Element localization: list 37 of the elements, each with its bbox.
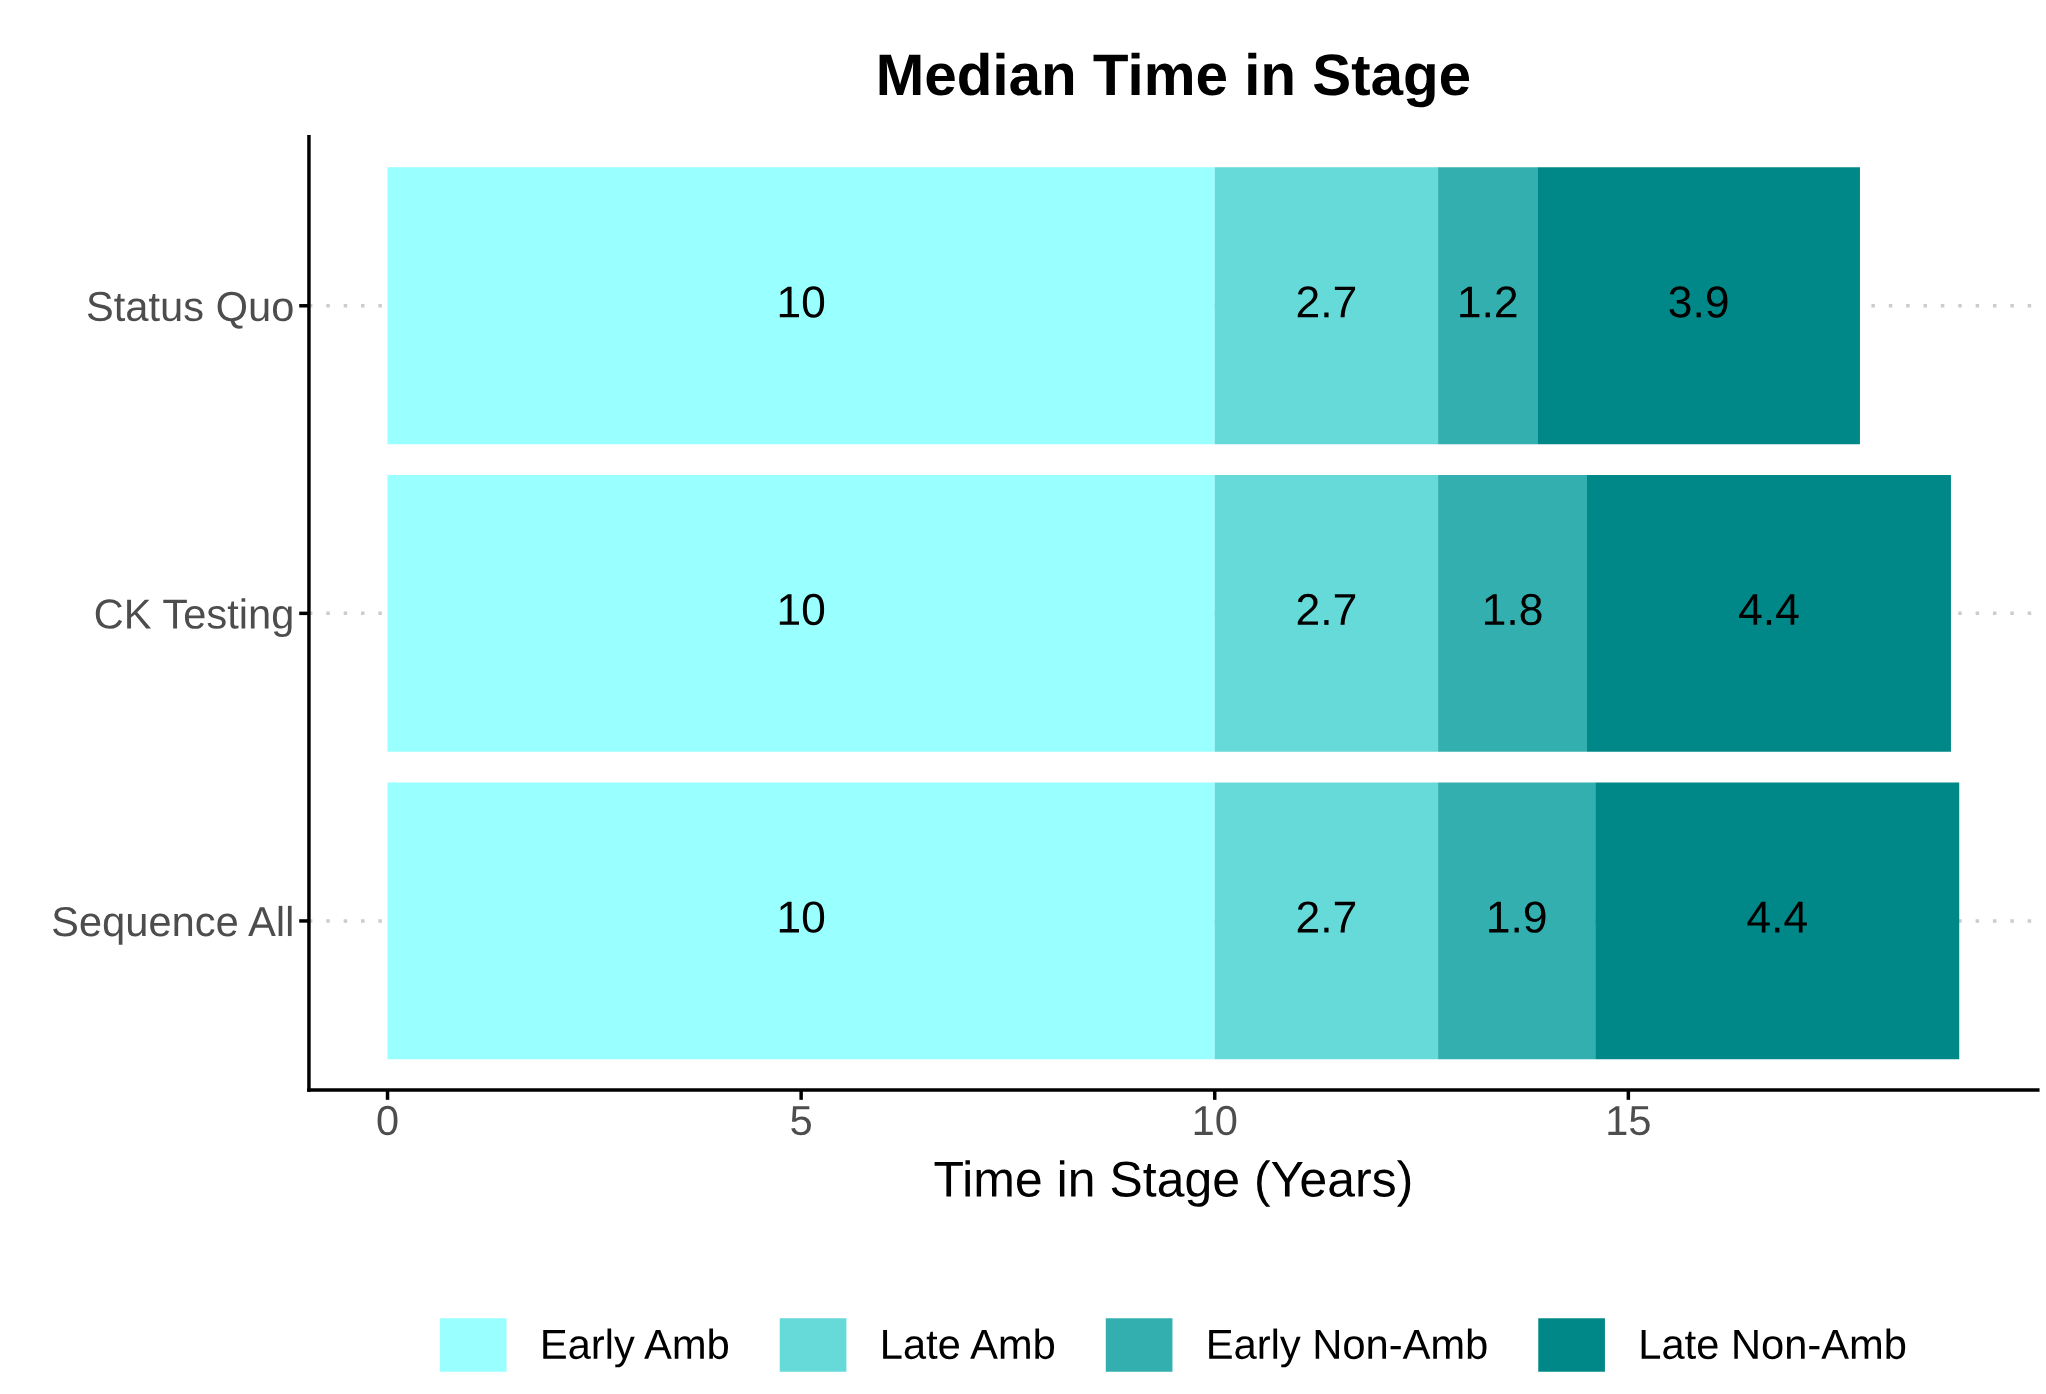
data-label: 2.7 <box>1297 286 1356 318</box>
y-tick-label: Sequence All <box>53 905 292 945</box>
bar <box>1214 167 1439 445</box>
legend-label: Early Non-Amb <box>1209 1328 1487 1368</box>
x-tick-label: 15 <box>1608 1106 1650 1136</box>
data-label: 1.8 <box>1485 593 1542 626</box>
data-label: 10 <box>779 901 825 933</box>
bar <box>1438 474 1587 752</box>
bar <box>1214 474 1439 752</box>
data-label: 4.4 <box>1747 901 1807 933</box>
bar <box>387 167 1215 445</box>
legend-label: Late Non-Amb <box>1641 1328 1906 1360</box>
bar <box>1214 782 1439 1060</box>
data-label: 10 <box>779 593 825 626</box>
data-label: 3.9 <box>1669 286 1728 318</box>
data-label: 2.7 <box>1297 901 1356 933</box>
data-label: 1.9 <box>1489 901 1546 933</box>
bar <box>1438 782 1596 1060</box>
data-label: 4.4 <box>1739 594 1799 625</box>
bar <box>387 474 1215 752</box>
bar <box>1438 167 1538 445</box>
legend-label: Late Amb <box>883 1328 1055 1360</box>
y-tick-label: Status Quo <box>87 291 293 329</box>
data-label: 1.2 <box>1460 286 1517 318</box>
bar <box>1595 782 1960 1060</box>
x-tick-label: 10 <box>1194 1105 1237 1136</box>
data-label: 10 <box>779 286 825 318</box>
x-tick-label: 0 <box>377 1105 398 1136</box>
bar <box>1537 167 1860 445</box>
x-axis-title: Time in Stage (Years) <box>934 1160 1411 1207</box>
legend-label: Early Amb <box>543 1328 728 1368</box>
data-label: 2.7 <box>1297 593 1356 625</box>
y-tick-label: CK Testing <box>95 598 292 638</box>
chart-title: Median Time in Stage <box>879 52 1470 108</box>
x-tick-label: 5 <box>791 1106 811 1136</box>
bar <box>1586 474 1951 752</box>
bar <box>387 782 1215 1060</box>
